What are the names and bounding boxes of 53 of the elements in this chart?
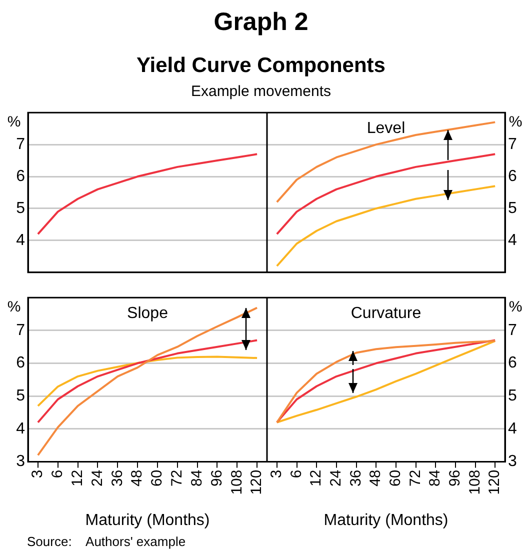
x-tick-label: 48 — [128, 470, 146, 486]
text: Example movements — [190, 83, 332, 100]
x-tick-label: 36 — [347, 470, 364, 486]
x-tick-label: 6 — [288, 470, 305, 478]
y-tick-label: 5 — [16, 200, 26, 217]
y2-tick-label: 7 — [508, 322, 517, 339]
y2-tick-label: 4 — [508, 420, 517, 438]
y2-tick-label: 6 — [508, 354, 517, 372]
x-tick-label: 3 — [29, 470, 46, 478]
x-tick-label: 12 — [308, 470, 325, 486]
y-axis-title: % — [7, 298, 21, 316]
x-tick-label: 120 — [248, 470, 266, 495]
text: Curvature — [350, 305, 422, 322]
x-tick-label: 108 — [228, 470, 246, 495]
x-tick-label: 24 — [88, 470, 106, 486]
y-tick-label: 7 — [16, 136, 26, 153]
x-axis-title: Maturity (Months) — [85, 512, 210, 529]
x-tick-label: 108 — [466, 470, 484, 495]
y-tick-label: 6 — [16, 354, 26, 372]
x-tick-label: 72 — [406, 470, 424, 486]
x-tick-label: 72 — [168, 470, 186, 486]
x-tick-label: 84 — [426, 470, 444, 486]
y-tick-label: 6 — [16, 168, 26, 185]
y-tick-label: 5 — [16, 388, 26, 405]
y-tick-label: 4 — [16, 232, 26, 249]
x-tick-label: 84 — [188, 470, 206, 486]
x-tick-label: 96 — [208, 470, 226, 486]
chart-subtitle: Yield Curve Components — [136, 54, 386, 78]
y2-tick-label: 4 — [508, 232, 517, 249]
x-tick-label: 60 — [387, 470, 404, 486]
source-note: Source: Authors' example — [27, 534, 186, 549]
x-tick-label: 12 — [68, 470, 86, 486]
y-tick-label: 4 — [16, 420, 26, 438]
x-tick-label: 60 — [148, 470, 166, 486]
y2-axis-title: % — [508, 298, 522, 316]
x-axis-title: Maturity (Months) — [324, 512, 448, 529]
x-tick-label: 24 — [328, 470, 345, 486]
y-axis-title: % — [7, 114, 21, 131]
x-tick-label: 120 — [486, 470, 504, 495]
y2-axis-title: % — [508, 114, 522, 131]
x-tick-label: 36 — [108, 470, 126, 486]
y-tick-label: 7 — [16, 322, 26, 339]
chart-title: Level — [366, 120, 406, 138]
x-tick-label: 48 — [367, 470, 384, 486]
y2-tick-label: 7 — [508, 136, 517, 153]
chart-title: Graph 2 — [212, 8, 310, 37]
x-tick-label: 96 — [446, 470, 464, 486]
text: Slope — [127, 305, 168, 322]
y2-tick-label: 5 — [508, 388, 517, 405]
y2-tick-label: 6 — [508, 168, 517, 185]
x-tick-label: 6 — [49, 470, 66, 478]
x-tick-label: 3 — [268, 470, 286, 478]
y2-tick-label: 5 — [508, 200, 517, 217]
